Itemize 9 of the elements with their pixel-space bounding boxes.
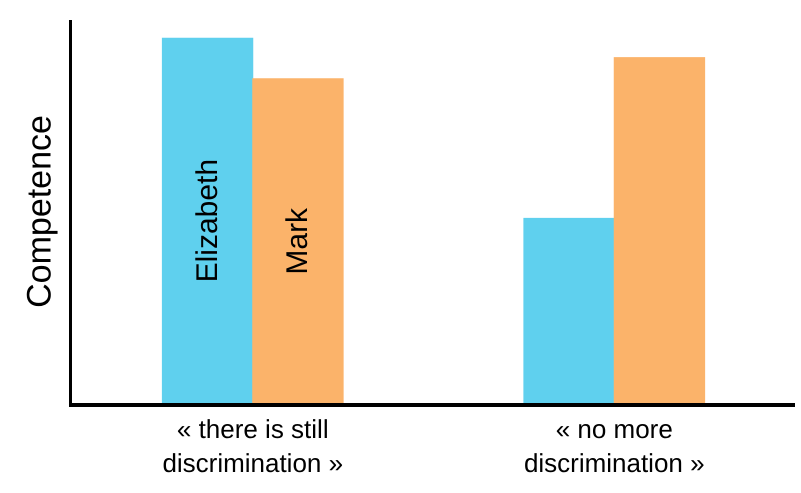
bar: [162, 38, 254, 403]
x-tick-label: « there is still discrimination »: [162, 414, 344, 478]
bar: [614, 57, 706, 403]
series-label: Elizabeth: [191, 158, 224, 282]
y-axis-title: Competence: [20, 115, 59, 308]
bar: [523, 218, 615, 403]
bar: [252, 78, 344, 403]
series-label: Mark: [280, 206, 314, 275]
x-tick-label: « no more discrimination »: [524, 414, 705, 478]
